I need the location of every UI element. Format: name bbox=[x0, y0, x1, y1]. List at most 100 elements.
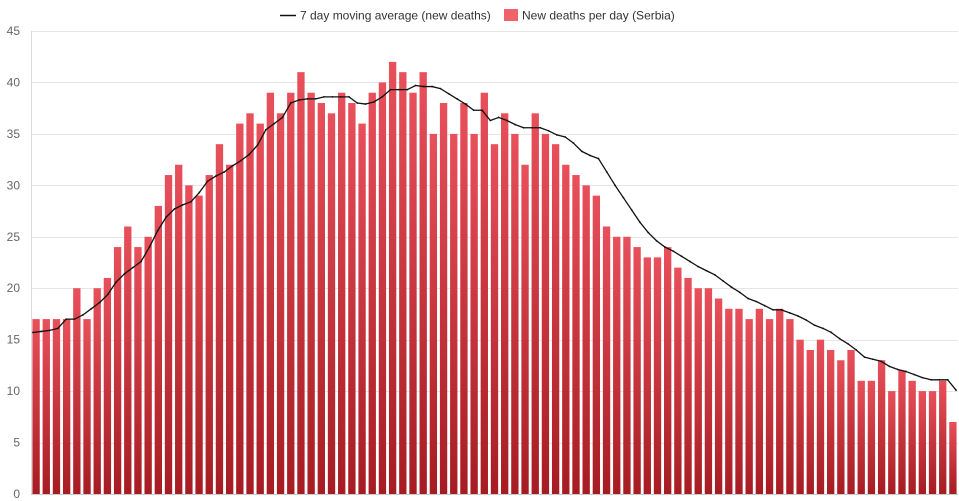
bar[interactable] bbox=[470, 133, 478, 494]
bar[interactable] bbox=[857, 380, 865, 494]
bar[interactable] bbox=[205, 175, 213, 495]
bar[interactable] bbox=[399, 72, 407, 494]
bar[interactable] bbox=[73, 288, 81, 494]
bar[interactable] bbox=[827, 349, 835, 494]
bar[interactable] bbox=[765, 319, 774, 494]
bar[interactable] bbox=[816, 339, 825, 494]
bar[interactable] bbox=[786, 319, 794, 494]
bar[interactable] bbox=[297, 72, 305, 494]
bar[interactable] bbox=[225, 164, 234, 494]
bar[interactable] bbox=[460, 103, 468, 495]
bar[interactable] bbox=[450, 133, 458, 494]
bar[interactable] bbox=[134, 247, 142, 494]
bar[interactable] bbox=[419, 72, 427, 494]
bar[interactable] bbox=[378, 82, 387, 494]
bar[interactable] bbox=[236, 123, 244, 494]
bar[interactable] bbox=[62, 319, 71, 494]
bar[interactable] bbox=[327, 113, 336, 494]
bar[interactable] bbox=[674, 267, 682, 494]
bar[interactable] bbox=[694, 288, 702, 494]
bar[interactable] bbox=[613, 236, 621, 494]
bar[interactable] bbox=[623, 236, 631, 494]
bar[interactable] bbox=[633, 247, 641, 494]
bar[interactable] bbox=[429, 133, 438, 494]
bar[interactable] bbox=[592, 195, 601, 494]
bar[interactable] bbox=[52, 319, 61, 494]
bar[interactable] bbox=[714, 298, 723, 494]
bar[interactable] bbox=[888, 391, 896, 494]
bar[interactable] bbox=[745, 319, 753, 494]
bar[interactable] bbox=[317, 103, 325, 495]
bar[interactable] bbox=[266, 92, 275, 494]
bar[interactable] bbox=[287, 92, 295, 494]
moving-average-point bbox=[198, 191, 201, 194]
bar[interactable] bbox=[572, 175, 580, 495]
bar[interactable] bbox=[521, 164, 529, 494]
bar[interactable] bbox=[928, 391, 937, 494]
bar[interactable] bbox=[755, 308, 764, 494]
bar[interactable] bbox=[602, 226, 611, 495]
bar[interactable] bbox=[388, 61, 397, 495]
bar[interactable] bbox=[246, 113, 254, 494]
bar[interactable] bbox=[837, 360, 845, 494]
bar[interactable] bbox=[735, 308, 743, 494]
bar[interactable] bbox=[908, 380, 916, 494]
bar[interactable] bbox=[185, 185, 193, 494]
bar[interactable] bbox=[531, 113, 539, 494]
bar[interactable] bbox=[93, 288, 101, 494]
bar[interactable] bbox=[144, 236, 152, 494]
bar[interactable] bbox=[725, 308, 733, 494]
bar[interactable] bbox=[511, 133, 519, 494]
bar[interactable] bbox=[806, 349, 814, 494]
bar[interactable] bbox=[215, 144, 224, 494]
bar[interactable] bbox=[175, 164, 183, 494]
moving-average-series bbox=[32, 84, 957, 391]
bar[interactable] bbox=[358, 123, 366, 494]
bar[interactable] bbox=[480, 92, 488, 494]
bar[interactable] bbox=[490, 144, 499, 494]
moving-average-point bbox=[115, 281, 118, 283]
bar[interactable] bbox=[409, 92, 417, 494]
bar[interactable] bbox=[939, 380, 947, 494]
legend-item-new-deaths[interactable]: New deaths per day (Serbia) bbox=[504, 9, 675, 23]
bar[interactable] bbox=[154, 205, 162, 494]
bar[interactable] bbox=[704, 288, 713, 494]
bar[interactable] bbox=[898, 370, 906, 494]
bar[interactable] bbox=[541, 133, 550, 494]
y-tick-label: 40 bbox=[7, 75, 21, 89]
bar[interactable] bbox=[847, 349, 855, 494]
bar[interactable] bbox=[368, 92, 376, 494]
bar[interactable] bbox=[664, 247, 672, 494]
bar[interactable] bbox=[949, 421, 957, 494]
bar[interactable] bbox=[877, 360, 886, 494]
bar[interactable] bbox=[195, 195, 203, 494]
bar[interactable] bbox=[42, 319, 50, 494]
bar[interactable] bbox=[103, 277, 112, 494]
bar[interactable] bbox=[551, 144, 560, 494]
bar[interactable] bbox=[582, 185, 590, 494]
bar[interactable] bbox=[439, 103, 448, 495]
bar[interactable] bbox=[562, 164, 570, 494]
bar[interactable] bbox=[338, 92, 346, 494]
bar[interactable] bbox=[653, 257, 662, 494]
bar[interactable] bbox=[776, 308, 784, 494]
bar[interactable] bbox=[307, 92, 315, 494]
bar[interactable] bbox=[32, 319, 40, 494]
bar[interactable] bbox=[501, 113, 509, 494]
bar[interactable] bbox=[113, 247, 122, 494]
bar[interactable] bbox=[867, 380, 876, 494]
bar[interactable] bbox=[684, 277, 692, 494]
legend-item-moving-average[interactable]: 7 day moving average (new deaths) bbox=[280, 9, 491, 23]
bar[interactable] bbox=[124, 226, 132, 495]
bar[interactable] bbox=[918, 391, 927, 494]
bar[interactable] bbox=[276, 113, 285, 494]
bar[interactable] bbox=[164, 175, 173, 495]
bar[interactable] bbox=[643, 257, 651, 494]
bar[interactable] bbox=[83, 319, 91, 494]
bar[interactable] bbox=[256, 123, 264, 494]
bar[interactable] bbox=[348, 103, 356, 495]
moving-average-point bbox=[705, 269, 708, 272]
moving-average-line[interactable] bbox=[32, 84, 957, 391]
bar[interactable] bbox=[796, 339, 804, 494]
